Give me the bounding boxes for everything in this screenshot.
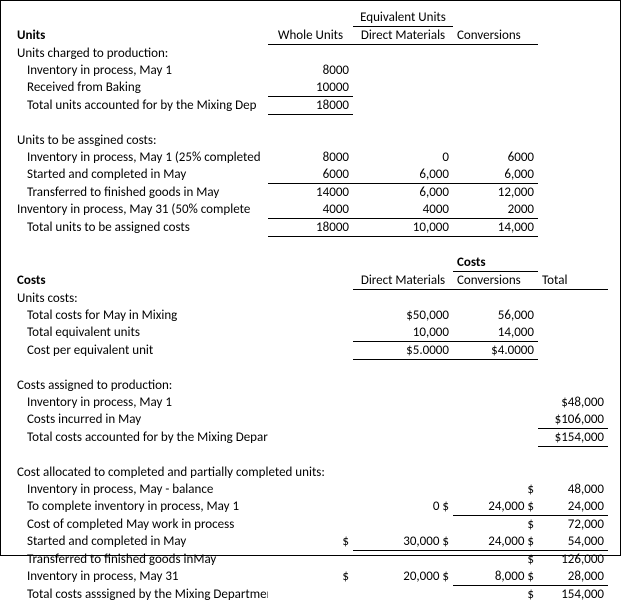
section-charged: Units charged to production: <box>13 45 268 63</box>
cell: $154,000 <box>538 429 608 447</box>
cell: 14,000 <box>453 324 538 342</box>
section-cost-alloc: Cost allocated to completed and partiall… <box>13 464 453 481</box>
row-label: Inventory in process, May - balance <box>13 481 268 498</box>
cell: $48,000 <box>538 394 608 411</box>
cell: 6,000 <box>453 166 538 184</box>
row-label: Transferred to finished goods in May <box>13 184 268 202</box>
cell: 28,000 <box>538 568 608 586</box>
cell: 10,000 <box>353 219 453 237</box>
row-label: Transferred to finished goods inMay <box>13 551 268 569</box>
row-label: Inventory in process, May 1 (25% complet… <box>13 149 268 166</box>
cell: $50,000 <box>353 307 453 324</box>
costs-header: Costs <box>13 272 268 290</box>
conv-header: Conversions <box>453 272 538 290</box>
cell: 30,000 $ <box>353 533 453 551</box>
units-table: Equivalent Units Units Whole Units Direc… <box>13 9 608 603</box>
cell: 6,000 <box>353 184 453 202</box>
row-label: Total units accounted for by the Mixing … <box>13 97 268 115</box>
units-header: Units <box>13 27 268 45</box>
row-label: Inventory in process, May 1 <box>13 394 268 411</box>
row-label: Inventory in process, May 31 <box>13 568 268 586</box>
row-label: Cost of completed May work in process <box>13 516 268 534</box>
row-label: Started and completed in May <box>13 533 268 551</box>
row-label: Total costs asssigned by the Mixing Depa… <box>13 586 268 603</box>
cell: $ <box>453 586 538 603</box>
row-label: Cost per equivalent unit <box>13 342 268 360</box>
cell: 126,000 <box>538 551 608 569</box>
cell: 0 <box>353 149 453 166</box>
cell: 12,000 <box>453 184 538 202</box>
cell: 24,000 $ <box>453 498 538 516</box>
cell: 48,000 <box>538 481 608 498</box>
row-label: Total costs for May in Mixing <box>13 307 268 324</box>
cell: 18000 <box>268 97 353 115</box>
cell: 20,000 $ <box>353 568 453 586</box>
cell: $ <box>453 481 538 498</box>
section-assigned: Units to be assgined costs: <box>13 132 268 149</box>
conversions-header: Conversions <box>453 27 538 45</box>
row-label: Received from Baking <box>13 79 268 97</box>
cell: 0 $ <box>353 498 453 516</box>
cell: 8000 <box>268 149 353 166</box>
dm-header: Direct Materials <box>353 272 453 290</box>
cell: 4000 <box>353 201 453 219</box>
row-label: Costs incurred in May <box>13 411 268 429</box>
cell: 6,000 <box>353 166 453 184</box>
total-header: Total <box>538 272 608 290</box>
row-label: Started and completed in May <box>13 166 268 184</box>
cell: 24,000 <box>538 498 608 516</box>
cell: 54,000 <box>538 533 608 551</box>
cell: 56,000 <box>453 307 538 324</box>
section-costs-assigned: Costs assigned to production: <box>13 377 268 394</box>
cell: $106,000 <box>538 411 608 429</box>
cell: 18000 <box>268 219 353 237</box>
cell: 72,000 <box>538 516 608 534</box>
row-label: Inventory in process, May 1 <box>13 62 268 79</box>
row-label: Total equivalent units <box>13 324 268 342</box>
cell: $ <box>453 516 538 534</box>
cell: 154,000 <box>538 586 608 603</box>
cell: $ <box>268 568 353 586</box>
cell: $4.0000 <box>453 342 538 360</box>
section-units-costs: Units costs: <box>13 290 268 308</box>
cell: 8,000 $ <box>453 568 538 586</box>
cell: 4000 <box>268 201 353 219</box>
row-label: Total costs accounted for by the Mixing … <box>13 429 268 447</box>
cell: $ <box>453 551 538 569</box>
row-label: Total units to be assigned costs <box>13 219 268 237</box>
direct-materials-header: Direct Materials <box>353 27 453 45</box>
whole-units-header: Whole Units <box>268 27 353 45</box>
cell: 14000 <box>268 184 353 202</box>
cell: 14,000 <box>453 219 538 237</box>
costs-subheader: Costs <box>453 254 538 272</box>
report-page: Equivalent Units Units Whole Units Direc… <box>0 0 621 556</box>
cell: 10,000 <box>353 324 453 342</box>
cell: 8000 <box>268 62 353 79</box>
cell: $ <box>268 533 353 551</box>
cell: 2000 <box>453 201 538 219</box>
cell: $5.0000 <box>353 342 453 360</box>
row-label: Inventory in process, May 31 (50% comple… <box>13 201 268 219</box>
cell: 24,000 $ <box>453 533 538 551</box>
cell: 10000 <box>268 79 353 97</box>
row-label: To complete inventory in process, May 1 <box>13 498 268 516</box>
cell: 6000 <box>268 166 353 184</box>
cell: 6000 <box>453 149 538 166</box>
equivalent-units-header: Equivalent Units <box>353 9 453 27</box>
